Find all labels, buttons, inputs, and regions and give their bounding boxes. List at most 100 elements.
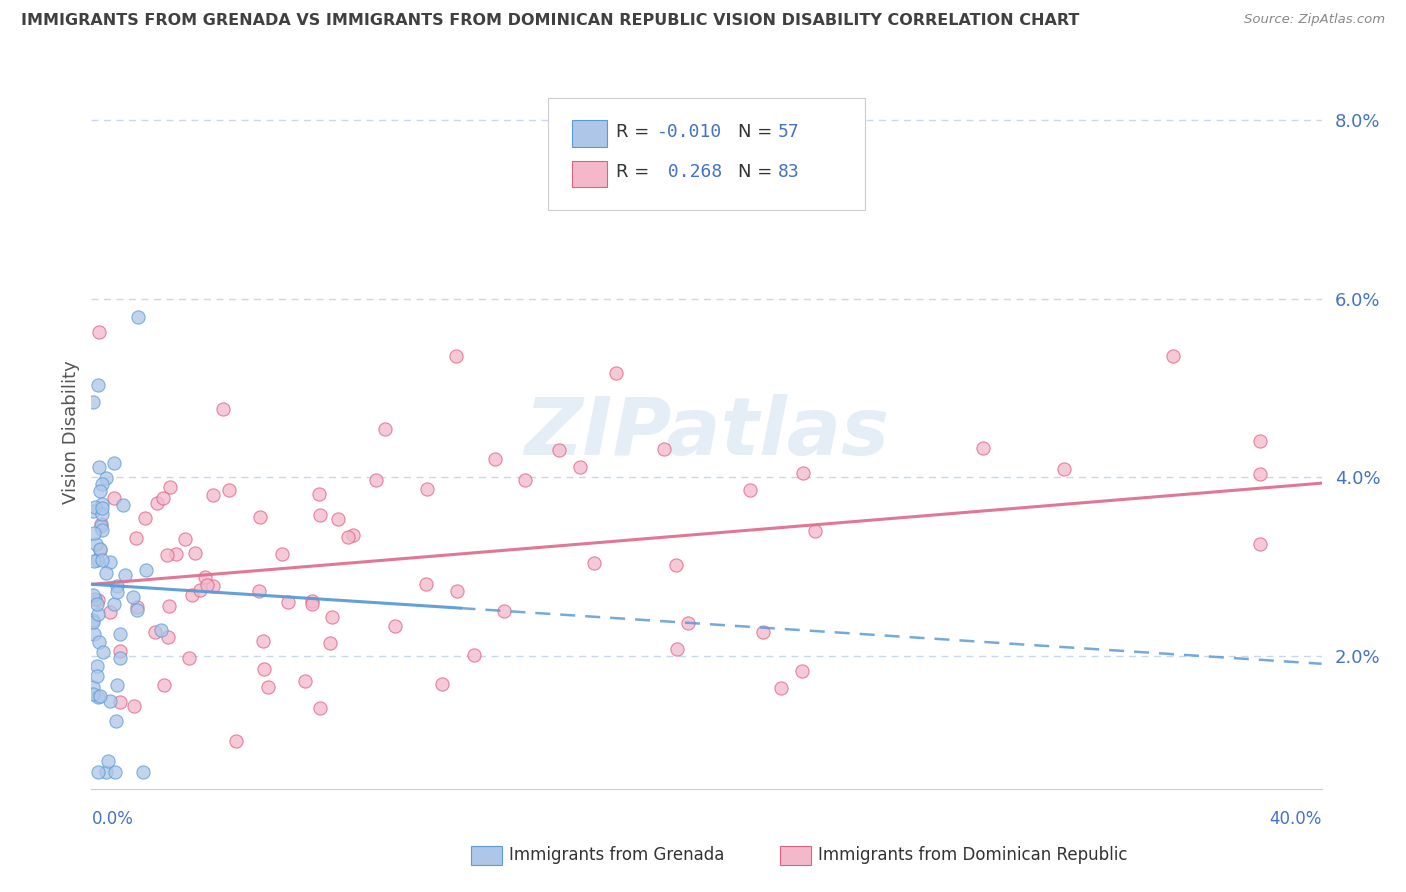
Text: Immigrants from Grenada: Immigrants from Grenada (509, 847, 724, 864)
Point (515, 473, 537, 487)
Point (1161, 349, 1184, 363)
Point (82, 395, 104, 409)
Point (676, 616, 699, 631)
Point (100, 694, 122, 708)
Point (271, 547, 294, 561)
Point (89, 484, 111, 499)
Point (184, 546, 207, 560)
Point (82, 680, 104, 694)
Point (82, 504, 104, 518)
Point (1249, 537, 1271, 551)
Point (257, 680, 280, 694)
Point (97, 754, 120, 768)
Point (82, 613, 104, 627)
Point (127, 603, 149, 617)
Text: Immigrants from Dominican Republic: Immigrants from Dominican Republic (818, 847, 1128, 864)
Point (301, 597, 323, 611)
Point (103, 764, 125, 779)
Point (195, 578, 218, 592)
Point (104, 714, 127, 728)
Point (1249, 434, 1271, 448)
Point (110, 695, 132, 709)
Point (605, 366, 627, 380)
Point (108, 627, 131, 641)
Point (328, 511, 350, 525)
Point (252, 634, 274, 648)
Point (790, 664, 813, 678)
Point (150, 624, 173, 638)
Point (108, 644, 131, 658)
Point (103, 456, 125, 470)
Point (86, 669, 108, 683)
Text: N =: N = (738, 163, 778, 181)
Point (127, 310, 149, 324)
Point (792, 466, 814, 480)
Point (463, 648, 485, 662)
Point (665, 641, 688, 656)
Point (308, 487, 330, 501)
Point (301, 594, 323, 608)
Point (87, 635, 110, 649)
Point (177, 651, 200, 665)
Point (484, 451, 506, 466)
Point (321, 610, 343, 624)
Point (803, 524, 825, 538)
Point (146, 496, 169, 510)
Point (153, 678, 176, 692)
Point (432, 677, 454, 691)
Point (112, 498, 135, 512)
Point (86, 593, 108, 607)
Point (143, 624, 166, 639)
Point (374, 422, 396, 436)
Text: -0.010: -0.010 (657, 123, 721, 141)
Point (174, 533, 197, 547)
Point (738, 483, 761, 497)
Point (253, 662, 276, 676)
Point (89, 689, 111, 703)
Point (87, 377, 110, 392)
Point (86, 659, 108, 673)
Point (444, 349, 467, 363)
Point (548, 442, 571, 457)
Text: R =: R = (616, 123, 655, 141)
Point (165, 547, 187, 561)
Point (156, 630, 179, 644)
Point (277, 595, 299, 609)
Point (83, 500, 105, 514)
Point (415, 577, 437, 591)
Point (135, 563, 157, 577)
Point (212, 401, 235, 416)
Point (492, 604, 515, 618)
Point (86, 537, 108, 551)
Point (134, 510, 156, 524)
Point (89, 542, 111, 557)
Text: 57: 57 (778, 123, 799, 141)
Point (90, 519, 112, 533)
Point (94, 566, 117, 580)
Point (319, 636, 342, 650)
Point (94, 764, 117, 779)
Point (156, 548, 179, 562)
Point (90, 477, 112, 491)
Point (568, 459, 591, 474)
Point (1053, 461, 1076, 475)
Point (218, 483, 240, 497)
Text: ZIPatlas: ZIPatlas (524, 393, 889, 472)
Point (247, 583, 270, 598)
Point (90, 501, 112, 516)
Point (82, 588, 104, 602)
Point (105, 678, 128, 692)
Point (416, 482, 439, 496)
Point (201, 579, 224, 593)
Point (87, 764, 110, 779)
Point (152, 491, 174, 505)
Text: 83: 83 (778, 163, 799, 181)
Point (87, 607, 110, 621)
Point (91, 497, 114, 511)
Point (309, 701, 332, 715)
Point (366, 473, 388, 487)
Point (769, 681, 792, 695)
Point (103, 597, 125, 611)
Point (1249, 467, 1271, 482)
Point (652, 442, 675, 457)
